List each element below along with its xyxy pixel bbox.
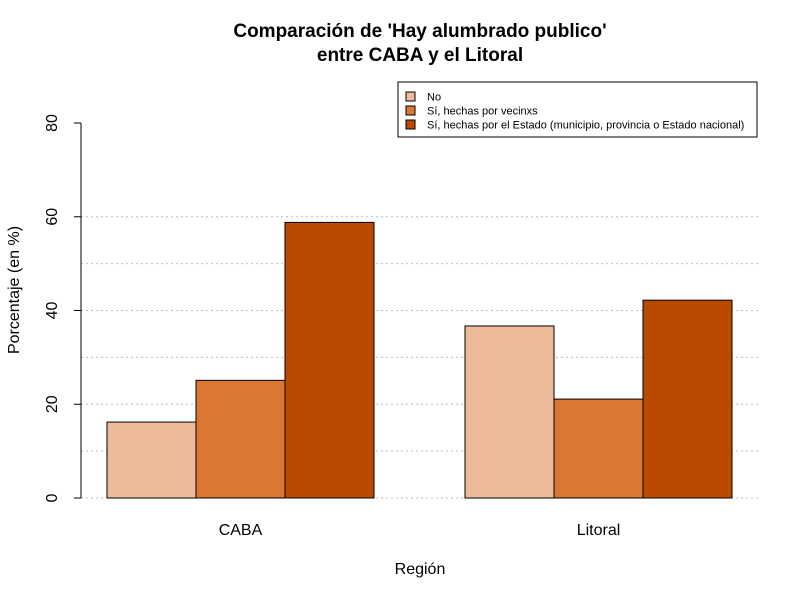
bar xyxy=(106,421,197,499)
y-tick-label: 20 xyxy=(44,395,61,413)
legend-swatch xyxy=(405,119,416,130)
y-axis-label: Porcentaje (en %) xyxy=(6,226,23,354)
bar xyxy=(195,379,286,499)
chart-subtitle: entre CABA y el Litoral xyxy=(317,45,523,66)
bar xyxy=(464,325,555,499)
x-tick-label: Litoral xyxy=(577,522,621,539)
legend-box xyxy=(397,81,758,138)
x-axis-ticks: CABA Litoral xyxy=(219,522,621,539)
y-axis-ticks: 0 20 40 60 80 xyxy=(44,114,81,502)
bar xyxy=(553,398,644,499)
bars xyxy=(106,221,733,499)
legend-swatch xyxy=(405,105,416,116)
legend-label: Sí, hechas por el Estado (municipio, pro… xyxy=(427,120,744,132)
y-tick-label: 0 xyxy=(44,493,61,502)
legend-swatch xyxy=(405,91,416,102)
y-tick-label: 80 xyxy=(44,114,61,132)
legend: No Sí, hechas por vecinxs Sí, hechas por e… xyxy=(397,81,758,138)
y-tick-label: 40 xyxy=(44,302,61,320)
legend-label: Sí, hechas por vecinxs xyxy=(427,106,538,118)
y-tick-label: 60 xyxy=(44,208,61,226)
x-axis-label: Región xyxy=(395,561,446,578)
chart-title: Comparación de 'Hay alumbrado publico' xyxy=(233,21,606,42)
legend-label: No xyxy=(427,92,441,104)
x-tick-label: CABA xyxy=(219,522,263,539)
bar xyxy=(642,299,733,499)
bar xyxy=(284,221,375,499)
